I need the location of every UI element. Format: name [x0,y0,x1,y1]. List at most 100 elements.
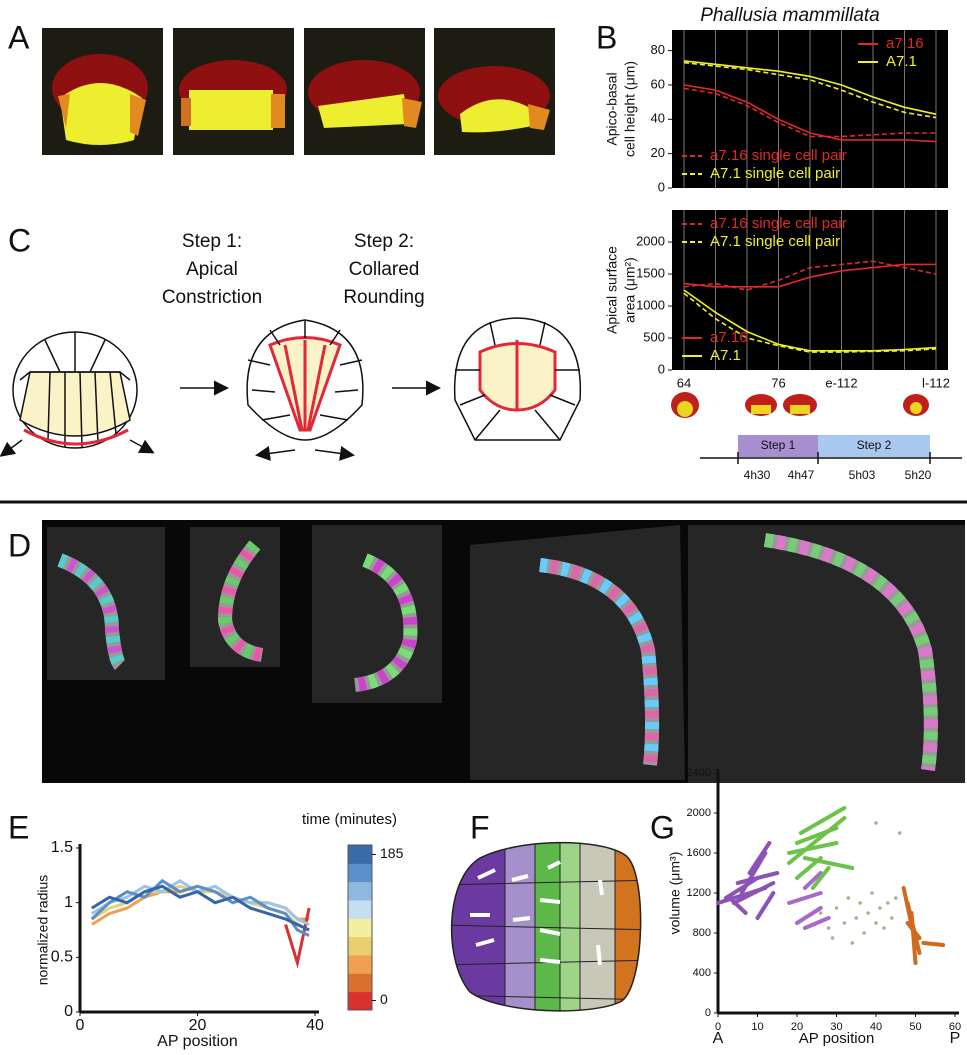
point [862,931,866,935]
series-line [284,907,311,969]
series-line [683,84,937,143]
y-tick-label: 60 [651,76,665,91]
panel-label: B [596,19,617,55]
legend-label: A7.1 single cell pair [710,233,840,250]
segment [802,916,831,930]
y-tick-label: 1.5 [51,839,73,856]
panel-label: G [650,809,675,845]
y-axis-label: cell height (μm) [622,61,638,157]
timeline-step-1 [738,435,818,457]
colorbar-label: time (minutes) [302,811,397,828]
segment [921,941,946,947]
segment [739,851,768,895]
step-text: Step 2: [354,231,414,252]
panel-label: A [8,19,30,55]
legend-label: A7.1 single cell pair [710,165,840,182]
step-text: Collared [349,259,420,280]
colorbar-swatch [348,900,372,919]
series-line [91,884,310,932]
series-line [90,878,310,937]
colorbar-swatch [348,955,372,974]
y-tick-label: 80 [651,42,665,57]
y-tick-label: 2400 [687,767,711,779]
colorbar-frame [347,844,373,1011]
colorbar-swatch [348,973,372,993]
segment [905,921,922,940]
colorbar-swatch [348,991,372,1011]
legend-label: a7.16 [886,35,924,52]
colorbar-tick-label: 0 [380,991,388,1007]
panel-c-diagrams [0,317,582,461]
panel-b-title: Phallusia mammillata [700,5,880,26]
x-tick-label: 30 [830,1021,842,1033]
point [874,921,878,925]
y-tick-label: 1500 [636,265,665,280]
step-text: Constriction [162,287,262,308]
colorbar-tick-label: 185 [380,845,404,861]
timeline-time: 4h47 [788,468,815,482]
segment [735,871,780,885]
segment [795,856,823,880]
segment [802,856,855,870]
timeline-step-label: Step 1 [761,438,796,452]
x-tick-label: 40 [306,1017,324,1034]
step-text: Rounding [343,287,424,308]
y-tick-label: 40 [651,111,665,126]
y-tick-label: 1200 [687,887,711,899]
segment [798,806,847,835]
colorbar-swatch [348,863,372,883]
y-tick-label: 0 [658,179,665,194]
point [858,901,862,905]
x-tick-label: 76 [771,375,785,390]
x-tick-label: 10 [751,1021,763,1033]
x-axis-label: AP position [799,1030,875,1047]
panel-label: F [470,809,490,845]
segment [755,891,776,920]
x-tick-label: 20 [791,1021,803,1033]
segment [747,841,772,875]
segment [787,891,823,905]
point [850,941,855,945]
x-tick-label: 60 [949,1021,961,1033]
point [846,896,851,900]
y-tick-label: 1000 [636,297,665,312]
y-tick-label: 0 [64,1003,73,1020]
point [818,911,823,915]
point [834,906,839,910]
point [854,916,859,920]
panel-d-images [42,520,965,783]
y-tick-label: 1600 [687,847,711,859]
y-tick-label: 500 [643,329,665,344]
series-line [683,260,937,291]
panel-f-diagram [450,841,642,1012]
segment [795,826,839,845]
y-tick-label: 0.5 [51,949,73,966]
point [882,926,886,930]
legend-label: A7.1 [886,53,917,70]
y-tick-label: 2000 [687,807,711,819]
x-tick-label: 0 [715,1021,721,1033]
legend-label: a7.16 single cell pair [710,215,847,232]
y-tick-label: 1 [64,894,73,911]
y-tick-label: 0 [705,1007,711,1019]
stage-icons [671,392,929,418]
legend-label: a7.16 single cell pair [710,147,847,164]
y-axis-label: Apico-basal [604,72,620,145]
legend-label: A7.1 [710,347,741,364]
x-tick-label: 40 [870,1021,882,1033]
y-tick-label: 800 [693,927,711,939]
timeline-ticks [737,452,931,464]
series-line [683,289,937,352]
segment [731,881,776,905]
series-line [683,87,936,138]
timeline-step-label: Step 2 [857,438,892,452]
colorbar-swatch [348,845,372,864]
legend-label: a7.16 [710,329,748,346]
timeline-time: 5h20 [905,468,932,482]
x-tick-label: 0 [76,1017,85,1034]
step-text: Step 1: [182,231,242,252]
point [842,921,847,925]
series-line [683,263,936,288]
